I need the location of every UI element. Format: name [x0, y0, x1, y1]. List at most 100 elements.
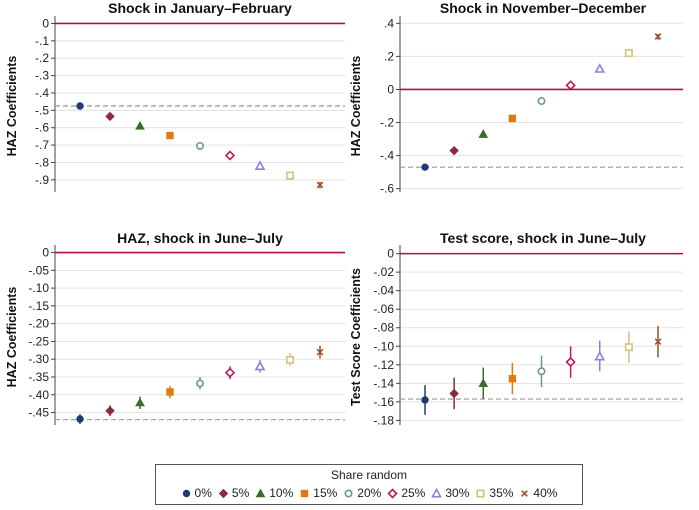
marker-10% — [135, 120, 145, 130]
y-tick-label: 0 — [42, 246, 49, 260]
marker-15% — [301, 489, 309, 497]
legend-marker-icon — [431, 487, 443, 497]
marker-10% — [255, 487, 266, 497]
y-tick-label: -.14 — [373, 376, 394, 390]
legend-item: 10% — [255, 486, 293, 500]
y-tick-label: -.04 — [373, 284, 394, 298]
y-tick-label: -.8 — [35, 155, 49, 169]
marker-25% — [387, 487, 398, 499]
legend-label: 25% — [401, 486, 426, 500]
legend-label: 30% — [445, 486, 470, 500]
marker-30% — [594, 63, 606, 73]
legend-title: Share random — [330, 468, 408, 482]
y-tick-label: -.18 — [373, 413, 394, 427]
y-tick-label: -.05 — [28, 263, 49, 277]
chart-panel-3: 0 -.05 -.10 -.15 -.20 -.25 -.30 -.35 -.40 -.45 HAZ… — [5, 230, 345, 425]
legend-item: 35% — [475, 486, 513, 500]
y-tick-label: 0 — [387, 247, 394, 261]
legend-marker-icon — [255, 487, 266, 497]
y-axis-label: HAZ Coefficients — [349, 56, 363, 157]
marker-30% — [254, 160, 266, 170]
legend-item: 30% — [431, 486, 469, 500]
y-tick-label: -.20 — [28, 317, 49, 331]
marker-15% — [508, 374, 517, 383]
marker-15% — [508, 114, 517, 123]
y-tick-label: -.45 — [28, 406, 49, 420]
y-tick-label: -.40 — [28, 388, 49, 402]
marker-30% — [594, 350, 606, 361]
marker-15% — [166, 388, 174, 396]
legend-marker-icon — [476, 488, 485, 498]
y-axis-label: HAZ Coefficients — [5, 56, 19, 157]
marker-10% — [135, 397, 145, 407]
marker-35% — [624, 343, 633, 352]
marker-0% — [421, 163, 429, 171]
y-tick-label: -.10 — [28, 281, 49, 295]
legend-marker-icon — [387, 487, 398, 499]
marker-0% — [76, 102, 84, 110]
legend-item: 20% — [343, 486, 381, 500]
y-tick-label: 0 — [387, 82, 394, 96]
y-tick-label: -.6 — [380, 182, 394, 196]
legend-marker-icon — [182, 489, 190, 497]
legend-label: 0% — [194, 486, 212, 500]
y-tick-label: -.15 — [28, 299, 49, 313]
marker-40% — [316, 181, 324, 189]
legend-label: 10% — [269, 486, 294, 500]
y-tick-label: 0 — [42, 16, 49, 30]
legend-label: 15% — [313, 486, 338, 500]
chart-title: Shock in January–February — [108, 0, 292, 16]
legend-item: 0% — [181, 486, 212, 500]
y-tick-label: -.30 — [28, 352, 49, 366]
y-tick-label: -.2 — [380, 116, 394, 130]
marker-5% — [105, 406, 115, 416]
marker-30% — [431, 487, 443, 497]
marker-25% — [224, 150, 236, 161]
marker-30% — [254, 360, 266, 371]
y-tick-label: -.10 — [373, 339, 394, 353]
marker-25% — [224, 367, 236, 378]
marker-5% — [218, 488, 229, 498]
marker-20% — [537, 367, 546, 376]
marker-0% — [421, 396, 429, 404]
y-tick-label: -.12 — [373, 358, 394, 372]
legend-marker-icon — [218, 488, 229, 498]
marker-35% — [285, 355, 294, 364]
marker-5% — [105, 111, 115, 122]
legend-label: 5% — [231, 486, 250, 500]
chart-title: Test score, shock in June–July — [440, 230, 646, 246]
marker-40% — [521, 489, 529, 497]
chart-panel-1: 0 -.1 -.2 -.3 -.4 -.5 -.6 -.7 -.8 -.9 Shock in Jan… — [5, 0, 345, 192]
legend: Share random 0% 5% 10% 15% 20% 25% 30% 35% 40% — [155, 464, 583, 505]
chart-title: Shock in November–December — [440, 0, 647, 16]
legend-item: 5% — [218, 486, 249, 500]
marker-40% — [316, 348, 324, 356]
marker-20% — [196, 379, 205, 388]
y-axis-label: HAZ Coefficients — [5, 287, 19, 388]
chart-panel-2: .4 .2 0 -.2 -.4 -.6 Shock in November–December… — [349, 0, 683, 196]
marker-20% — [344, 488, 353, 498]
y-tick-label: -.08 — [373, 321, 394, 335]
y-tick-label: -.06 — [373, 302, 394, 316]
marker-20% — [196, 141, 205, 150]
marker-15% — [166, 131, 174, 140]
marker-25% — [565, 356, 576, 368]
marker-40% — [654, 338, 662, 345]
marker-20% — [537, 97, 546, 106]
legend-item: 15% — [299, 486, 337, 500]
y-tick-label: -.02 — [373, 265, 394, 279]
y-tick-label: -.2 — [35, 51, 49, 65]
marker-35% — [476, 488, 485, 498]
legend-marker-icon — [521, 489, 529, 497]
y-axis-label: Test Score Coefficients — [349, 268, 363, 406]
y-tick-label: -.6 — [35, 121, 49, 135]
marker-5% — [449, 388, 459, 399]
y-tick-label: -.16 — [373, 395, 394, 409]
legend-item: 25% — [387, 486, 425, 500]
y-tick-label: -.3 — [35, 69, 49, 83]
y-tick-label: -.25 — [28, 334, 49, 348]
y-tick-label: -.9 — [35, 173, 49, 187]
marker-40% — [654, 33, 662, 40]
marker-35% — [624, 49, 633, 58]
marker-0% — [182, 489, 190, 497]
